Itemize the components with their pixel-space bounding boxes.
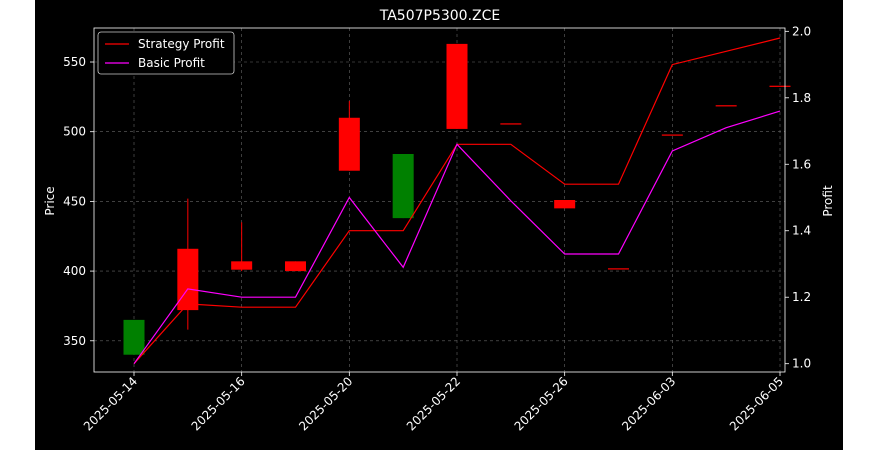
legend-label-strategy: Strategy Profit xyxy=(138,37,225,51)
chart-svg: TA507P5300.ZCE Price Profit 350 400 450 500… xyxy=(43,8,835,433)
y-tick-label-right: 1.6 xyxy=(792,157,811,171)
y-tick-label-right: 1.0 xyxy=(792,357,811,371)
y-tick-label-right: 1.4 xyxy=(792,224,811,238)
x-tick-label: 2025-06-03 xyxy=(619,374,678,433)
y-tick-label-right: 1.2 xyxy=(792,290,811,304)
candle-body xyxy=(769,85,791,87)
y-axis-label-right: Profit xyxy=(821,185,835,217)
candle-body xyxy=(123,319,145,355)
legend: Strategy Profit Basic Profit xyxy=(97,31,235,75)
y-tick-label-left: 350 xyxy=(63,334,86,348)
candle-body xyxy=(177,248,199,311)
candle-body xyxy=(554,200,576,209)
x-tick-label: 2025-05-16 xyxy=(189,374,248,433)
candle-body xyxy=(500,123,522,125)
profit-lines xyxy=(133,37,781,365)
x-tick-label: 2025-05-20 xyxy=(296,374,355,433)
candle-body xyxy=(661,134,683,136)
basic-profit-line xyxy=(133,110,781,365)
y-tick-label-left: 450 xyxy=(63,194,86,208)
y-tick-label-left: 550 xyxy=(63,55,86,69)
y-tick-label-left: 400 xyxy=(63,264,86,278)
x-tick-label: 2025-05-14 xyxy=(81,374,140,433)
y-axis-label-left: Price xyxy=(43,186,57,215)
x-tick-label: 2025-06-05 xyxy=(727,374,786,433)
chart-title: TA507P5300.ZCE xyxy=(379,8,501,24)
candlestick-series xyxy=(123,43,791,355)
y-tick-label-left: 500 xyxy=(63,125,86,139)
y-tick-label-right: 1.8 xyxy=(792,91,811,105)
plot-frame xyxy=(93,27,786,373)
candle-body xyxy=(446,43,468,129)
candle-body xyxy=(338,117,360,171)
x-tick-label: 2025-05-22 xyxy=(404,374,463,433)
candle-body xyxy=(285,261,306,272)
x-tick-label: 2025-05-26 xyxy=(512,374,571,433)
axes: 350 400 450 500 550 1.0 1.2 1.4 1.6 1.8 2.0 2025-05… xyxy=(63,24,811,433)
candle-body xyxy=(392,154,414,219)
candle-body xyxy=(231,261,253,270)
legend-label-basic: Basic Profit xyxy=(138,56,205,70)
candle-body xyxy=(608,268,629,270)
y-tick-label-right: 2.0 xyxy=(792,24,811,38)
grid-lines xyxy=(94,28,785,372)
chart-figure: TA507P5300.ZCE Price Profit 350 400 450 500… xyxy=(35,0,843,450)
candle-body xyxy=(715,105,737,107)
legend-box xyxy=(97,31,235,75)
